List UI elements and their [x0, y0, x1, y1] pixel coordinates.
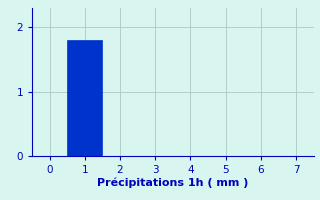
Bar: [67, 40, 102, 156]
X-axis label: Précipitations 1h ( mm ): Précipitations 1h ( mm ): [97, 178, 249, 188]
